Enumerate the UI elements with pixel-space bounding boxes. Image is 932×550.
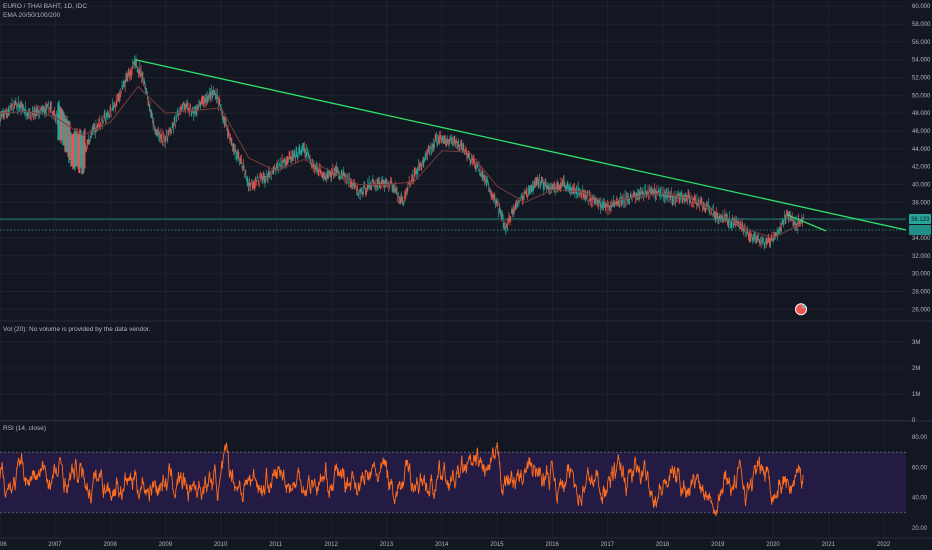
price-tick-label: 56.000 (912, 40, 931, 46)
price-tick-label: 44.000 (912, 147, 931, 153)
volume-legend: Vol (20): No volume is provided by the d… (3, 326, 151, 333)
price-tick-label: 42.000 (912, 165, 931, 171)
price-tick-label: 40.000 (912, 183, 931, 189)
last-price-badge (909, 213, 931, 224)
price-tick-label: 28.000 (912, 289, 931, 295)
trendline-1 (786, 214, 827, 232)
support-level-badge (909, 224, 931, 235)
time-tick-label: 2011 (269, 542, 283, 548)
trendline-0 (135, 59, 907, 231)
rsi-line (0, 442, 804, 517)
time-tick-label: 2020 (766, 542, 780, 548)
time-tick-label: 2008 (103, 542, 117, 548)
price-tick-label: 54.000 (912, 58, 931, 64)
time-tick-label: 2017 (601, 542, 615, 548)
rsi-tick-label: 60.00 (912, 465, 928, 471)
volume-tick-label: 3M (912, 340, 920, 346)
last-price-label: 36.133 (911, 217, 930, 223)
price-tick-label: 46.000 (912, 129, 931, 135)
price-tick-label: 32.000 (912, 254, 931, 260)
price-grid (0, 0, 906, 537)
ema-line (0, 85, 802, 239)
rsi-band (0, 452, 906, 513)
rsi-tick-label: 20.00 (912, 526, 928, 532)
price-tick-label: 58.000 (912, 22, 931, 28)
rsi-tick-label: 40.00 (912, 496, 928, 502)
price-tick-label: 60.000 (912, 4, 931, 10)
candles (0, 54, 805, 251)
time-tick-label: 2014 (435, 542, 449, 548)
event-marker-dot (801, 304, 806, 309)
price-tick-label: 34.000 (912, 236, 931, 242)
time-tick-label: 2021 (822, 542, 836, 548)
price-tick-label: 30.000 (912, 272, 931, 278)
ema-legend: EMA 20/50/100/200 (3, 12, 61, 19)
time-tick-label: 2009 (159, 542, 173, 548)
time-tick-label: 2016 (545, 542, 559, 548)
time-tick-label: 2019 (711, 542, 725, 548)
price-tick-label: 38.000 (912, 200, 931, 206)
time-tick-label: 2022 (877, 542, 891, 548)
time-tick-label: 2015 (490, 542, 504, 548)
rsi-tick-label: 80.00 (912, 435, 928, 441)
rsi-legend: RSI (14, close) (3, 425, 46, 432)
volume-tick-label: 0 (912, 418, 916, 424)
time-tick-label: 2013 (380, 542, 394, 548)
price-tick-label: 48.000 (912, 111, 931, 117)
time-tick-label: 2012 (324, 542, 338, 548)
time-tick-label: 06 (0, 542, 7, 548)
price-tick-label: 26.000 (912, 307, 931, 313)
time-tick-label: 2018 (656, 542, 670, 548)
volume-tick-label: 1M (912, 392, 920, 398)
volume-tick-label: 2M (912, 366, 920, 372)
chart-title: EURO / THAI BAHT, 1D, IDC (3, 3, 88, 10)
price-tick-label: 50.000 (912, 93, 931, 99)
time-tick-label: 2010 (214, 542, 228, 548)
price-tick-label: 52.000 (912, 76, 931, 82)
time-tick-label: 2007 (48, 542, 62, 548)
